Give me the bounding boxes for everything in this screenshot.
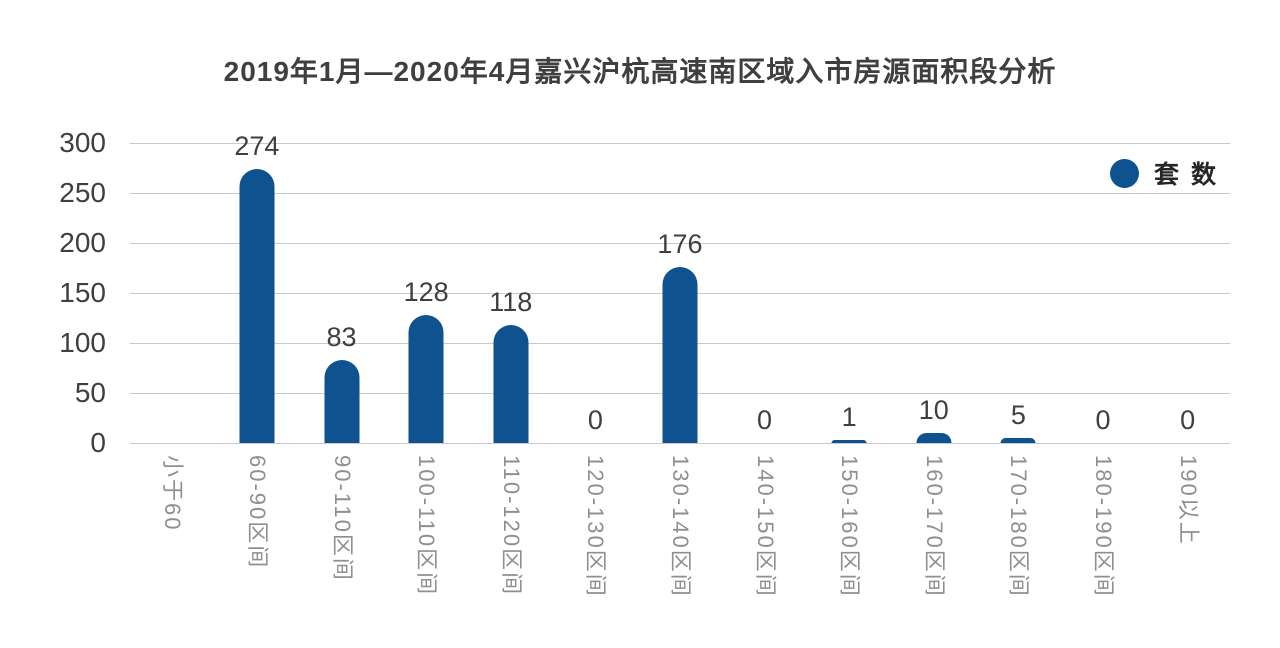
gridline — [130, 443, 1230, 444]
bar-slot: 128 — [384, 143, 469, 443]
y-tick-label: 50 — [74, 377, 106, 408]
bar-slot: 83 — [299, 143, 384, 443]
chart-title: 2019年1月—2020年4月嘉兴沪杭高速南区域入市房源面积段分析 — [223, 56, 1057, 87]
bar-slot: 5 — [976, 143, 1061, 443]
x-slot: 170-180区间 — [976, 455, 1061, 645]
x-slot: 100-110区间 — [384, 455, 469, 645]
bar-value-label: 0 — [1180, 405, 1196, 435]
bar-value-label: 0 — [587, 405, 603, 435]
x-slot: 140-150区间 — [722, 455, 807, 645]
legend: 套数 — [1109, 155, 1216, 191]
bar-slot: 1 — [807, 143, 892, 443]
x-tick-label: 小于60 — [160, 455, 186, 532]
x-tick-label: 160-170区间 — [921, 455, 947, 598]
x-slot: 120-130区间 — [553, 455, 638, 645]
legend-label: 套数 — [1153, 161, 1228, 189]
bar-slot: 0 — [1145, 143, 1230, 443]
bar-value-label: 176 — [657, 229, 703, 259]
x-tick-label: 100-110区间 — [414, 455, 440, 597]
gridline — [130, 143, 1230, 144]
x-tick-label: 170-180区间 — [1006, 455, 1032, 598]
bar-slot: 10 — [891, 143, 976, 443]
x-slot: 90-110区间 — [299, 455, 384, 645]
bar-value-label: 5 — [1010, 400, 1026, 430]
y-tick-label: 200 — [59, 227, 106, 258]
x-tick-label: 140-150区间 — [752, 455, 778, 598]
x-tick-label: 120-130区间 — [583, 455, 609, 598]
bar-value-label: 0 — [757, 405, 773, 435]
bar-series: 274 83 128 118 0 176 0 1 10 5 0 0 — [130, 133, 1230, 443]
bar — [324, 360, 360, 443]
y-tick-label: 150 — [59, 277, 106, 308]
x-tick-label: 180-190区间 — [1091, 455, 1116, 598]
y-tick-label: 0 — [90, 427, 106, 458]
x-slot: 180-190区间 — [1061, 455, 1146, 645]
x-tick-label: 60-90区间 — [244, 455, 270, 570]
bar-slot: 118 — [468, 143, 553, 443]
bar-value-label: 1 — [841, 402, 857, 432]
x-tick-label: 150-160区间 — [837, 455, 863, 598]
bar-value-label: 128 — [403, 277, 449, 307]
y-tick-label: 300 — [59, 127, 106, 158]
x-tick-label: 130-140区间 — [667, 455, 693, 598]
y-tick-label: 100 — [59, 327, 106, 358]
x-tick-label: 190以上 — [1175, 455, 1201, 546]
bar-slot: 0 — [553, 143, 638, 443]
y-tick-label: 250 — [59, 177, 106, 208]
x-slot: 小于60 — [130, 455, 215, 645]
gridline — [130, 193, 1230, 194]
bar-value-label: 118 — [489, 287, 533, 317]
x-tick-label: 90-110区间 — [329, 455, 355, 582]
bar — [916, 433, 952, 443]
legend-circle-icon — [1109, 158, 1139, 188]
plot-area: 0 50 100 150 200 250 300 274 83 128 118 0 176 0 1 10 5 0… — [59, 129, 1230, 457]
bar-slot: 176 — [638, 143, 723, 443]
bar — [493, 325, 529, 443]
bar — [831, 440, 867, 443]
bar — [239, 169, 275, 443]
x-slot: 110-120区间 — [468, 455, 553, 645]
bar-slot: 0 — [1061, 143, 1146, 443]
bar-value-label: 274 — [234, 131, 280, 161]
bar — [662, 267, 698, 443]
bar — [408, 315, 444, 443]
bar-value-label: 10 — [918, 395, 949, 425]
bar — [1000, 438, 1036, 443]
gridline — [130, 243, 1230, 244]
bar-slot — [130, 143, 215, 443]
bar-value-label: 83 — [326, 322, 357, 352]
x-slot: 160-170区间 — [891, 455, 976, 645]
x-slot: 190以上 — [1145, 455, 1230, 645]
x-slot: 150-160区间 — [807, 455, 892, 645]
x-axis: 小于60 60-90区间 90-110区间 100-110区间 110-120区间 120… — [130, 455, 1230, 645]
bar-slot: 274 — [215, 133, 300, 443]
x-slot: 130-140区间 — [638, 455, 723, 645]
x-tick-label: 110-120区间 — [498, 455, 524, 597]
x-slot: 60-90区间 — [215, 455, 300, 645]
bar-slot: 0 — [722, 143, 807, 443]
bar-value-label: 0 — [1095, 405, 1111, 435]
